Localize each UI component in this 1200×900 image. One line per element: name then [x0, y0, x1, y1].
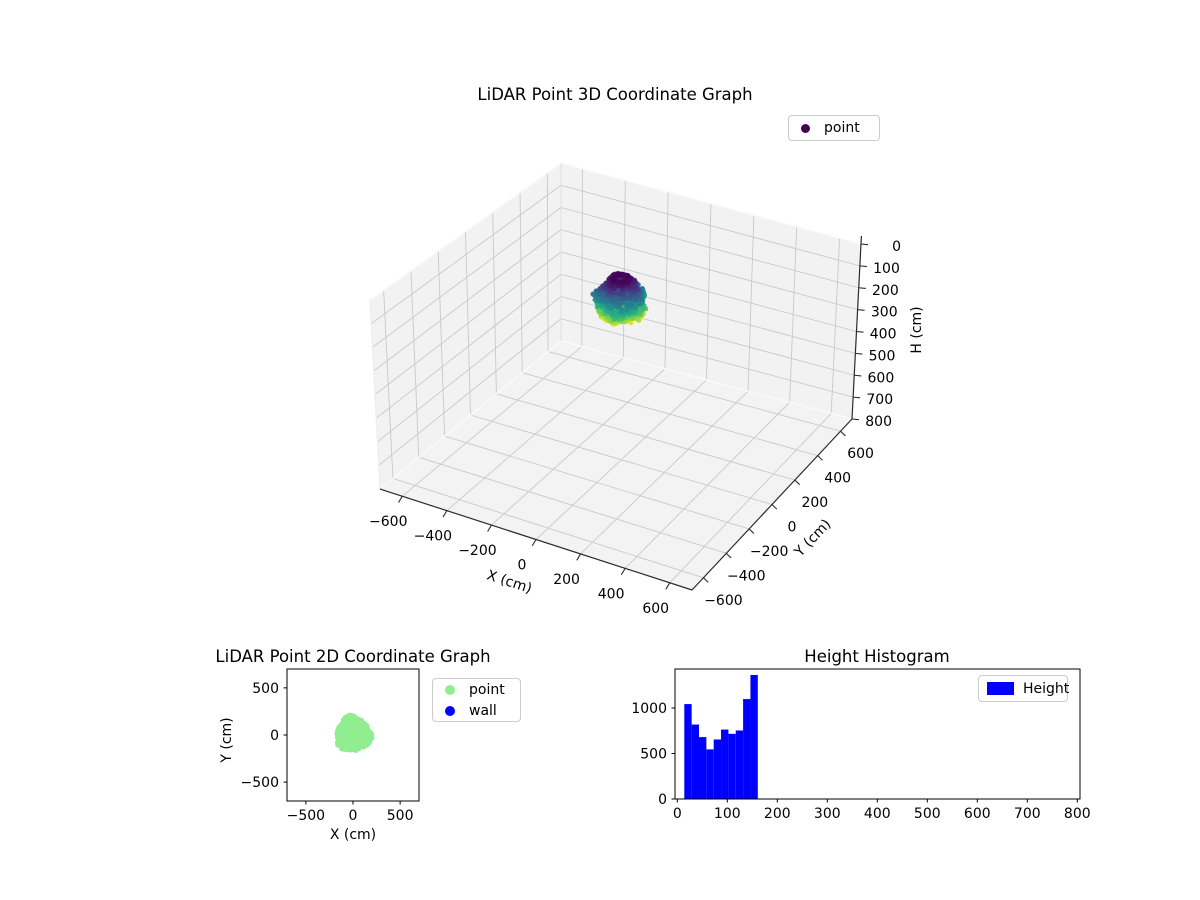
svg-text:300: 300	[814, 806, 841, 822]
svg-text:−500: −500	[241, 775, 279, 791]
svg-text:0: 0	[892, 239, 901, 255]
histogram-title: Height Histogram	[804, 647, 950, 666]
svg-text:−200: −200	[750, 544, 788, 560]
svg-text:1000: 1000	[631, 701, 667, 717]
histogram-legend-row-height: Height	[979, 680, 1070, 697]
svg-text:100: 100	[714, 806, 741, 822]
histogram-legend: Height	[978, 675, 1070, 702]
plot3d-grid	[370, 168, 860, 584]
svg-text:400: 400	[864, 806, 891, 822]
svg-text:X (cm): X (cm)	[330, 827, 376, 843]
histogram: 0 100 200 300 400 500 600 700 800 0 500 1000	[631, 668, 1091, 822]
svg-text:700: 700	[866, 392, 893, 408]
svg-text:500: 500	[387, 808, 414, 824]
svg-text:200: 200	[764, 806, 791, 822]
svg-text:500: 500	[640, 747, 667, 763]
svg-text:400: 400	[870, 327, 897, 343]
svg-text:0: 0	[270, 728, 279, 744]
svg-text:500: 500	[869, 348, 896, 364]
svg-text:−400: −400	[414, 529, 452, 545]
svg-text:0: 0	[788, 520, 797, 536]
svg-text:0: 0	[349, 808, 358, 824]
plot2d-legend-row-point: point	[433, 683, 520, 697]
point-marker-icon	[445, 684, 455, 695]
svg-text:600: 600	[847, 446, 874, 462]
plot2d-legend-point-label: point	[469, 681, 505, 698]
histogram-legend-height-label: Height	[1023, 680, 1070, 697]
svg-text:100: 100	[873, 261, 900, 277]
svg-text:H (cm): H (cm)	[909, 306, 925, 353]
svg-text:600: 600	[642, 601, 669, 617]
plot2d-legend-row-wall: wall	[433, 704, 520, 718]
svg-text:500: 500	[252, 681, 279, 697]
svg-text:−600: −600	[704, 593, 742, 609]
svg-text:400: 400	[598, 586, 625, 602]
plot2d-title: LiDAR Point 2D Coordinate Graph	[215, 647, 491, 666]
plot2d-legend-wall-label: wall	[469, 702, 497, 719]
svg-text:−400: −400	[727, 568, 765, 584]
svg-text:−200: −200	[458, 543, 496, 559]
svg-text:800: 800	[1064, 806, 1091, 822]
point-marker-icon	[801, 123, 810, 133]
plot3d-legend-point-label: point	[824, 120, 860, 136]
svg-text:700: 700	[1014, 806, 1041, 822]
plot2d: −500 0 500 500 0 −500 X (cm) Y (cm)	[219, 668, 420, 843]
svg-text:Y (cm): Y (cm)	[791, 516, 834, 561]
svg-text:300: 300	[871, 305, 898, 321]
svg-text:0: 0	[658, 792, 667, 808]
svg-text:0: 0	[673, 806, 682, 822]
plot3d-panes	[370, 163, 861, 590]
svg-text:−500: −500	[287, 808, 325, 824]
height-swatch-icon	[987, 682, 1014, 695]
svg-text:Y (cm): Y (cm)	[219, 717, 235, 763]
svg-text:400: 400	[824, 471, 851, 487]
svg-text:−600: −600	[369, 514, 407, 530]
plot3d-legend-row-point: point	[789, 121, 879, 135]
plot3d-title: LiDAR Point 3D Coordinate Graph	[477, 85, 753, 104]
svg-text:200: 200	[801, 495, 828, 511]
svg-text:500: 500	[914, 806, 941, 822]
plot3d-legend: point	[788, 115, 880, 141]
svg-text:800: 800	[865, 414, 892, 430]
svg-text:600: 600	[868, 370, 895, 386]
svg-text:200: 200	[553, 572, 580, 588]
wall-marker-icon	[445, 705, 455, 716]
svg-text:600: 600	[964, 806, 991, 822]
plot3d-points	[590, 271, 649, 327]
svg-text:200: 200	[872, 283, 899, 299]
svg-text:0: 0	[518, 558, 527, 574]
plot2d-legend: point wall	[432, 678, 521, 722]
plot3d-pane-edges	[369, 162, 862, 490]
